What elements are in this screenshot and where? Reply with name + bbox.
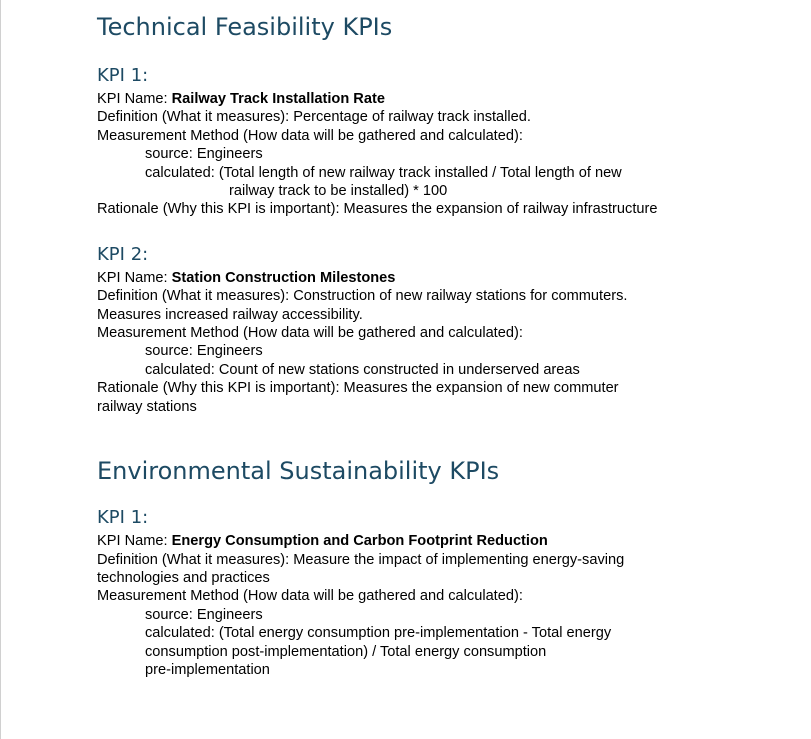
kpi-source: source: Engineers: [145, 343, 263, 360]
kpi-name-line: KPI Name: Station Construction Milestone…: [97, 269, 737, 287]
kpi-name-label: KPI Name:: [97, 91, 172, 107]
kpi-name-value: Energy Consumption and Carbon Footprint …: [171, 533, 548, 550]
kpi-calculation-continued: consumption post-implementation) / Total…: [145, 643, 547, 660]
kpi-heading-environmental-1: KPI 1:: [97, 507, 149, 529]
kpi-rationale: Rationale (Why this KPI is important): M…: [97, 380, 619, 397]
kpi-calculation-continued: pre-implementation: [145, 661, 270, 678]
kpi-name-line: KPI Name: Railway Track Installation Rat…: [97, 90, 737, 108]
kpi-heading-technical-1: KPI 1:: [97, 65, 149, 86]
kpi-definition: Definition (What it measures): Measure t…: [97, 551, 625, 568]
kpi-definition-continued: Measures increased railway accessibility…: [97, 306, 363, 323]
page-left-edge: [0, 0, 1, 739]
kpi-name-value: Railway Track Installation Rate: [171, 91, 385, 107]
document-body: Technical Feasibility KPIs KPI 1: KPI Na…: [97, 0, 737, 679]
kpi-calculation: calculated: (Total length of new railway…: [145, 164, 622, 181]
kpi-measurement-method: Measurement Method (How data will be gat…: [97, 325, 523, 342]
kpi-definition-continued: technologies and practices: [97, 569, 270, 586]
kpi-source: source: Engineers: [145, 606, 263, 623]
kpi-calculation-continued: railway track to be installed) * 100: [229, 183, 448, 200]
kpi-rationale-continued: railway stations: [97, 398, 197, 415]
kpi-heading-technical-2: KPI 2:: [97, 243, 149, 265]
kpi-rationale: Rationale (Why this KPI is important): M…: [97, 201, 658, 218]
kpi-name-value: Station Construction Milestones: [171, 269, 396, 286]
kpi-source: source: Engineers: [145, 146, 263, 163]
kpi-measurement-method: Measurement Method (How data will be gat…: [97, 588, 523, 605]
kpi-name-line: KPI Name: Energy Consumption and Carbon …: [97, 532, 737, 550]
kpi-calculation: calculated: Count of new stations constr…: [145, 361, 580, 378]
kpi-name-label: KPI Name:: [97, 269, 172, 286]
kpi-calculation: calculated: (Total energy consumption pr…: [145, 625, 612, 642]
section-title-environmental: Environmental Sustainability KPIs: [97, 457, 500, 486]
kpi-name-label: KPI Name:: [97, 533, 172, 550]
section-title-technical: Technical Feasibility KPIs: [97, 13, 393, 41]
kpi-definition: Definition (What it measures): Percentag…: [97, 109, 531, 126]
kpi-measurement-method: Measurement Method (How data will be gat…: [97, 127, 523, 144]
kpi-definition: Definition (What it measures): Construct…: [97, 288, 628, 305]
